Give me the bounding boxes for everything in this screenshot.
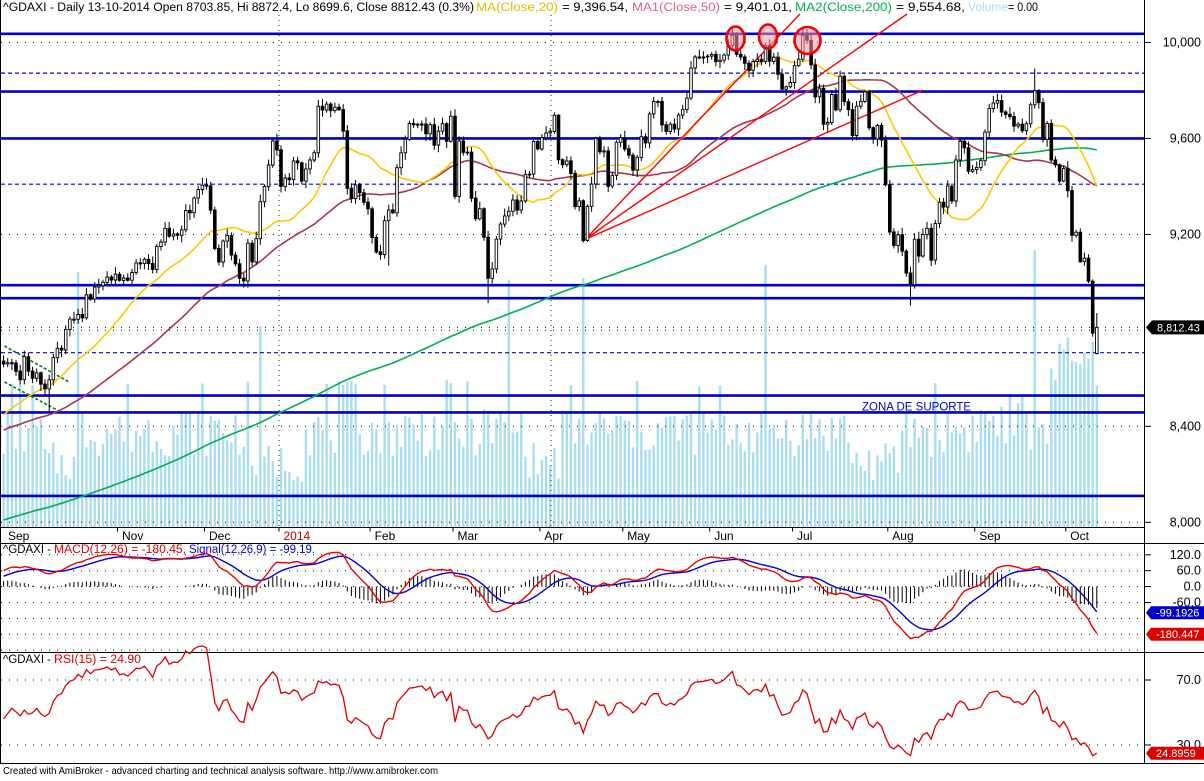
svg-text:ZONA DE SUPORTE: ZONA DE SUPORTE bbox=[862, 402, 971, 414]
svg-text:2014: 2014 bbox=[284, 529, 311, 543]
svg-text:10,000: 10,000 bbox=[1163, 35, 1201, 49]
svg-text:Jun: Jun bbox=[714, 529, 733, 543]
svg-text:Jul: Jul bbox=[797, 529, 812, 543]
svg-text:-60.0: -60.0 bbox=[1173, 596, 1202, 610]
svg-text:^GDAXI - Daily 13-10-2014 Open: ^GDAXI - Daily 13-10-2014 Open 8703.85, … bbox=[3, 2, 1038, 14]
svg-text:Aug: Aug bbox=[892, 529, 913, 543]
svg-text:Apr: Apr bbox=[544, 529, 563, 543]
svg-text:-99.1926: -99.1926 bbox=[1156, 607, 1199, 619]
svg-text:Nov: Nov bbox=[122, 529, 143, 543]
svg-text:8,812.43: 8,812.43 bbox=[1157, 322, 1200, 334]
svg-text:Oct: Oct bbox=[1070, 529, 1089, 543]
svg-text:^GDAXI -MACD(12,26) = -180.45,: ^GDAXI - MACD(12,26) = -180.45, Signal(12,… bbox=[3, 544, 315, 556]
svg-text:^GDAXI -RSI(15) = 24.90: ^GDAXI - RSI(15) = 24.90 bbox=[3, 654, 141, 666]
svg-text:120.0: 120.0 bbox=[1170, 548, 1201, 562]
svg-text:Feb: Feb bbox=[375, 529, 396, 543]
svg-text:9,200: 9,200 bbox=[1170, 227, 1201, 241]
svg-text:-180.447: -180.447 bbox=[1156, 629, 1199, 641]
svg-text:0.0: 0.0 bbox=[1184, 580, 1201, 594]
svg-text:Sep: Sep bbox=[8, 529, 30, 543]
svg-text:May: May bbox=[627, 529, 650, 543]
svg-text:70.0: 70.0 bbox=[1177, 673, 1201, 687]
svg-text:Sep: Sep bbox=[979, 529, 1001, 543]
svg-text:8,400: 8,400 bbox=[1170, 419, 1201, 433]
svg-text:8,000: 8,000 bbox=[1170, 515, 1201, 529]
svg-text:Created with AmiBroker - advan: Created with AmiBroker - advanced charti… bbox=[3, 765, 438, 777]
svg-text:Mar: Mar bbox=[458, 529, 479, 543]
svg-text:Dec: Dec bbox=[209, 529, 230, 543]
svg-text:24.8959: 24.8959 bbox=[1156, 748, 1196, 760]
svg-text:60.0: 60.0 bbox=[1177, 564, 1201, 578]
svg-text:9,600: 9,600 bbox=[1170, 131, 1201, 145]
